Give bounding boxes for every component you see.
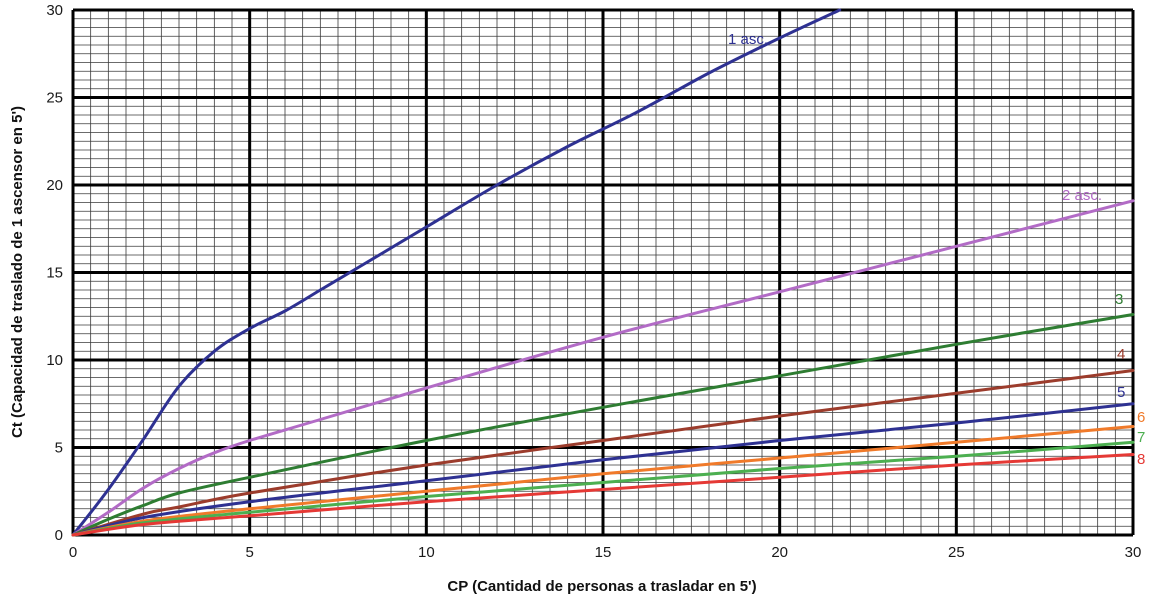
series-line-3 [71, 313, 1135, 537]
x-tick-label: 0 [69, 544, 77, 561]
series-line-7 [71, 440, 1135, 537]
y-axis-title: Ct (Capacidad de traslado de 1 ascensor … [9, 106, 26, 438]
series-label-8: 8 [1137, 451, 1145, 468]
series-line-1 [71, 8, 842, 537]
x-tick-label: 25 [948, 544, 965, 561]
x-axis-title: CP (Cantidad de personas a trasladar en … [447, 578, 756, 595]
y-tick-label: 25 [46, 90, 63, 107]
y-tick-label: 20 [46, 177, 63, 194]
tick-labels: 0 5 10 15 20 25 30 0 5 10 15 20 25 30 [46, 2, 1141, 561]
series-line-5 [71, 402, 1135, 537]
y-tick-label: 30 [46, 2, 63, 19]
series-label-1: 1 asc. [728, 31, 768, 48]
y-tick-label: 10 [46, 352, 63, 369]
y-tick-label: 0 [55, 527, 63, 544]
series-labels: 1 asc. 2 asc. 3 4 56 7 8 [728, 31, 1145, 468]
series-line-6 [71, 425, 1135, 537]
x-tick-label: 20 [771, 544, 788, 561]
y-tick-label: 5 [55, 440, 63, 457]
x-tick-label: 30 [1125, 544, 1142, 561]
major-grid [71, 8, 1135, 537]
series-label-2: 2 asc. [1062, 187, 1102, 204]
y-tick-label: 15 [46, 265, 63, 282]
series-label-6: 6 [1137, 409, 1145, 426]
series-label-3: 3 [1115, 291, 1123, 308]
series-label-7: 7 [1137, 429, 1145, 446]
series-line-8 [71, 453, 1135, 537]
series-line-2 [71, 199, 1135, 537]
x-tick-label: 10 [418, 544, 435, 561]
series-label-4: 4 [1117, 346, 1125, 363]
series-label-5: 5 [1117, 384, 1125, 401]
x-tick-label: 15 [595, 544, 612, 561]
x-tick-label: 5 [245, 544, 253, 561]
series-line-4 [71, 369, 1135, 537]
series-layer [71, 8, 1135, 537]
